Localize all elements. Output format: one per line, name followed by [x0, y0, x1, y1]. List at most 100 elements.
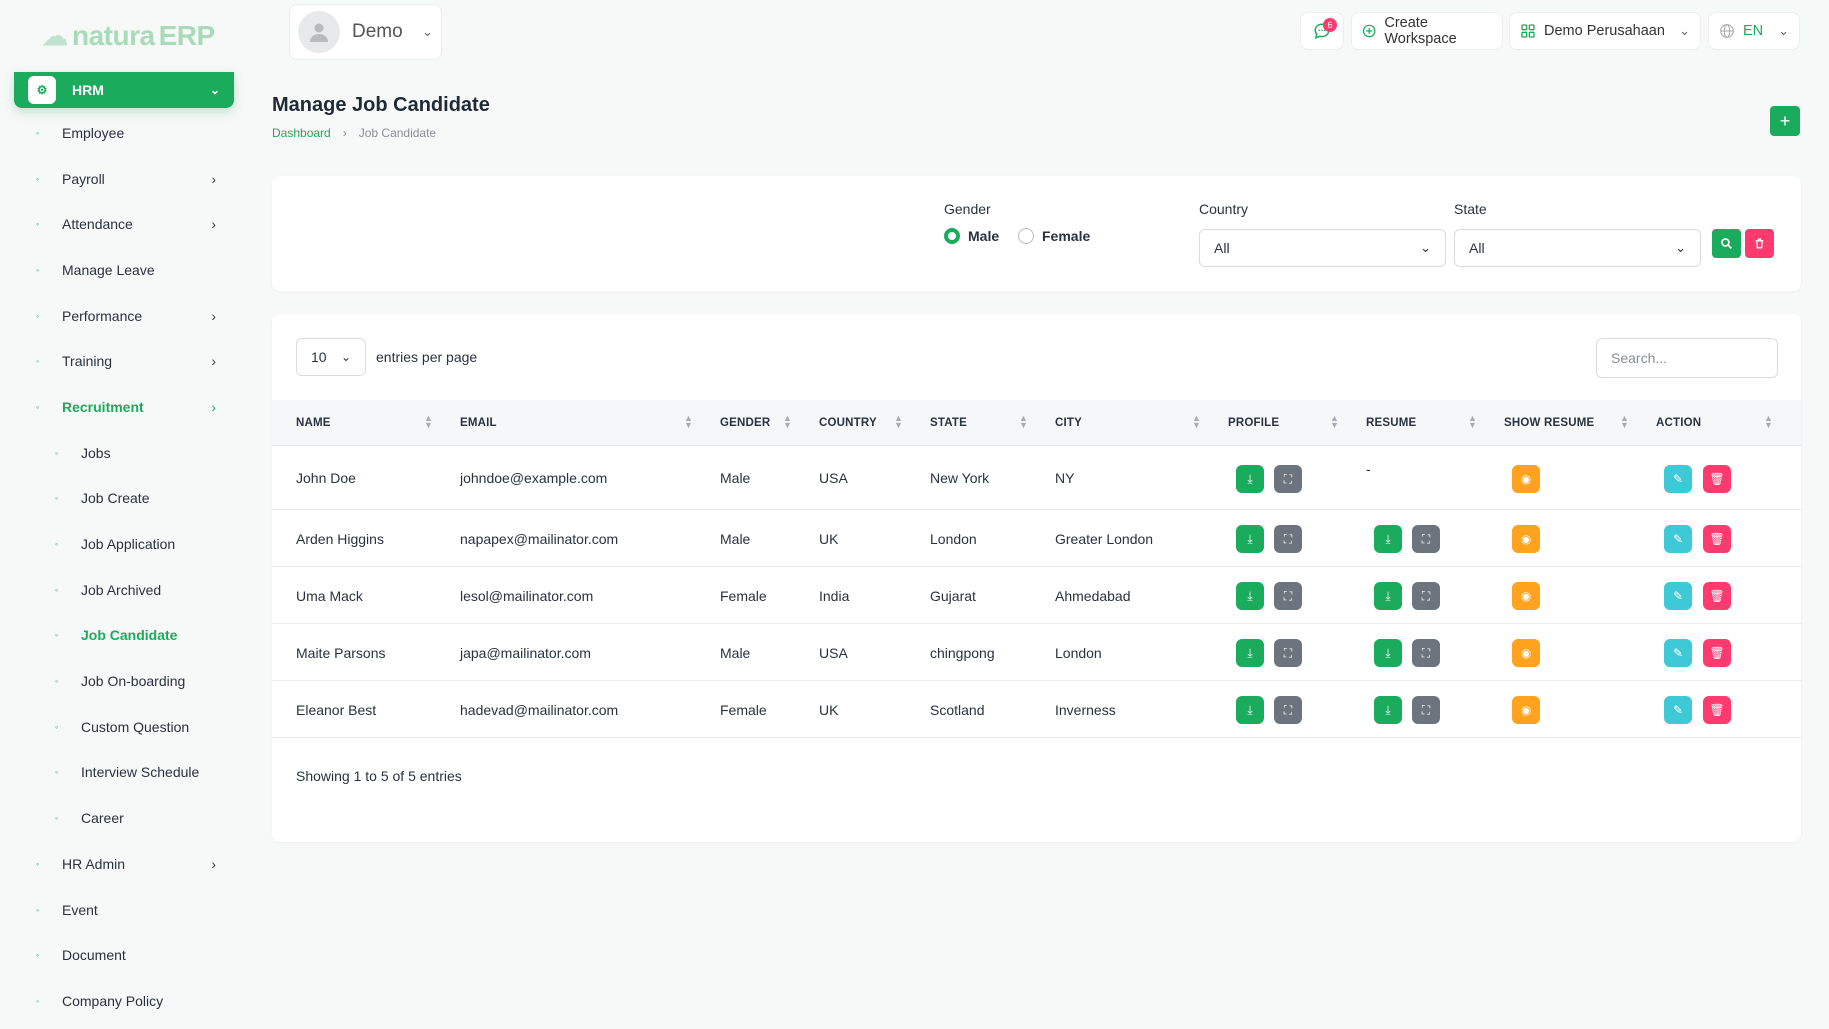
- preview-profile-button[interactable]: ⛶: [1274, 465, 1302, 493]
- sort-icon: ▲ ▼: [1330, 413, 1339, 430]
- create-workspace-button[interactable]: Create Workspace: [1351, 12, 1503, 50]
- sidebar-item-job-candidate[interactable]: ◦ Job Candidate: [14, 613, 234, 659]
- download-profile-button[interactable]: ⤓: [1236, 465, 1264, 493]
- state-select[interactable]: All ⌄: [1454, 229, 1701, 267]
- preview-profile-button[interactable]: ⛶: [1274, 525, 1302, 553]
- column-header-email[interactable]: EMAIL: [460, 400, 497, 446]
- preview-profile-button[interactable]: ⛶: [1274, 582, 1302, 610]
- sidebar-item-training[interactable]: ◦ Training ›: [14, 338, 234, 384]
- messages-button[interactable]: 6: [1300, 12, 1344, 50]
- reset-filter-button[interactable]: [1745, 229, 1774, 258]
- user-menu[interactable]: Demo ⌄: [289, 4, 442, 60]
- sidebar-item-employee[interactable]: ◦ Employee: [14, 110, 234, 156]
- preview-resume-button[interactable]: ⛶: [1412, 639, 1440, 667]
- delete-button[interactable]: 🗑: [1703, 525, 1731, 553]
- preview-resume-button[interactable]: ⛶: [1412, 582, 1440, 610]
- download-icon: ⤓: [1385, 531, 1391, 546]
- sidebar-item-company-policy[interactable]: ◦ Company Policy: [14, 978, 234, 1024]
- download-profile-button[interactable]: ⤓: [1236, 582, 1264, 610]
- entries-per-page-select[interactable]: 10 ⌄: [296, 338, 366, 376]
- sidebar-item-job-onboarding[interactable]: ◦ Job On-boarding: [14, 658, 234, 704]
- delete-button[interactable]: 🗑: [1703, 582, 1731, 610]
- column-header-gender[interactable]: GENDER: [720, 400, 770, 446]
- app-logo[interactable]: ☁ natura ERP: [42, 20, 215, 52]
- preview-profile-button[interactable]: ⛶: [1274, 696, 1302, 724]
- workspace-name: Demo Perusahaan: [1544, 23, 1665, 39]
- sidebar-item-manage-leave[interactable]: ◦ Manage Leave: [14, 247, 234, 293]
- cell-city: London: [1055, 644, 1102, 661]
- column-header-profile[interactable]: PROFILE: [1228, 400, 1279, 446]
- sidebar-item-career[interactable]: ◦ Career: [14, 795, 234, 841]
- breadcrumb-dashboard-link[interactable]: Dashboard: [272, 126, 331, 140]
- cell-city: Greater London: [1055, 530, 1154, 547]
- gender-female-radio[interactable]: Female: [1018, 228, 1090, 244]
- add-candidate-button[interactable]: +: [1770, 106, 1800, 136]
- sidebar-item-job-archived[interactable]: ◦ Job Archived: [14, 567, 234, 613]
- column-header-country[interactable]: COUNTRY: [819, 400, 877, 446]
- sidebar-item-jobs[interactable]: ◦ Jobs: [14, 430, 234, 476]
- sort-icon: ▲ ▼: [1764, 413, 1773, 430]
- sidebar-module-hrm[interactable]: ⚙ HRM ⌄: [14, 72, 234, 108]
- chevron-right-icon: ›: [211, 216, 216, 233]
- column-header-city[interactable]: CITY: [1055, 400, 1082, 446]
- download-profile-button[interactable]: ⤓: [1236, 525, 1264, 553]
- sidebar-item-recruitment[interactable]: ◦ Recruitment ›: [14, 384, 234, 430]
- download-profile-button[interactable]: ⤓: [1236, 639, 1264, 667]
- show-resume-button[interactable]: ◉: [1512, 696, 1540, 724]
- user-icon: [310, 23, 328, 42]
- country-select[interactable]: All ⌄: [1199, 229, 1446, 267]
- cell-name: John Doe: [296, 470, 356, 486]
- delete-button[interactable]: 🗑: [1703, 465, 1731, 493]
- sidebar-item-hr-admin[interactable]: ◦ HR Admin ›: [14, 841, 234, 887]
- column-header-name[interactable]: NAME: [296, 400, 331, 446]
- sort-icon: ▲ ▼: [1468, 413, 1477, 430]
- sidebar-item-performance[interactable]: ◦ Performance ›: [14, 293, 234, 339]
- sidebar-item-payroll[interactable]: ◦ Payroll ›: [14, 156, 234, 202]
- edit-button[interactable]: ✎: [1664, 696, 1692, 724]
- table-search-input[interactable]: [1596, 338, 1778, 378]
- cell-name: Arden Higgins: [296, 530, 384, 547]
- column-header-action[interactable]: ACTION: [1656, 400, 1701, 446]
- delete-button[interactable]: 🗑: [1703, 696, 1731, 724]
- show-resume-button[interactable]: ◉: [1512, 639, 1540, 667]
- apply-filter-button[interactable]: [1712, 229, 1741, 258]
- delete-button[interactable]: 🗑: [1703, 639, 1731, 667]
- sidebar-item-job-create[interactable]: ◦ Job Create: [14, 476, 234, 522]
- sidebar-item-event[interactable]: ◦ Event: [14, 887, 234, 933]
- show-resume-button[interactable]: ◉: [1512, 582, 1540, 610]
- sidebar-item-custom-question[interactable]: ◦ Custom Question: [14, 704, 234, 750]
- column-header-resume[interactable]: RESUME: [1366, 400, 1416, 446]
- edit-button[interactable]: ✎: [1664, 582, 1692, 610]
- sidebar-item-interview-schedule[interactable]: ◦ Interview Schedule: [14, 750, 234, 796]
- download-profile-button[interactable]: ⤓: [1236, 696, 1264, 724]
- language-switcher[interactable]: EN ⌄: [1708, 12, 1800, 50]
- chevron-down-icon: ⌄: [1778, 23, 1789, 38]
- edit-button[interactable]: ✎: [1664, 639, 1692, 667]
- preview-resume-button[interactable]: ⛶: [1412, 696, 1440, 724]
- radio-label: Male: [968, 228, 1000, 244]
- column-header-show-resume[interactable]: SHOW RESUME: [1504, 400, 1594, 446]
- workspace-switcher[interactable]: Demo Perusahaan ⌄: [1509, 12, 1701, 50]
- sidebar-item-document[interactable]: ◦ Document: [14, 932, 234, 978]
- edit-button[interactable]: ✎: [1664, 525, 1692, 553]
- edit-button[interactable]: ✎: [1664, 465, 1692, 493]
- bullet-icon: ◦: [36, 995, 40, 1006]
- preview-resume-button[interactable]: ⛶: [1412, 525, 1440, 553]
- sidebar-item-job-application[interactable]: ◦ Job Application: [14, 521, 234, 567]
- preview-profile-button[interactable]: ⛶: [1274, 639, 1302, 667]
- trash-off-icon: [1755, 238, 1764, 249]
- pencil-icon: ✎: [1672, 589, 1684, 603]
- download-resume-button[interactable]: ⤓: [1374, 525, 1402, 553]
- download-resume-button[interactable]: ⤓: [1374, 582, 1402, 610]
- download-resume-button[interactable]: ⤓: [1374, 696, 1402, 724]
- cell-email: johndoe@example.com: [460, 470, 608, 486]
- sidebar-item-attendance[interactable]: ◦ Attendance ›: [14, 201, 234, 247]
- pencil-icon: ✎: [1672, 532, 1684, 546]
- show-resume-button[interactable]: ◉: [1512, 465, 1540, 493]
- table-row: Arden Higgins napapex@mailinator.com Mal…: [272, 511, 1801, 567]
- show-resume-button[interactable]: ◉: [1512, 525, 1540, 553]
- country-label: Country: [1199, 201, 1249, 217]
- column-header-state[interactable]: STATE: [930, 400, 967, 446]
- gender-male-radio[interactable]: Male: [944, 228, 999, 244]
- download-resume-button[interactable]: ⤓: [1374, 639, 1402, 667]
